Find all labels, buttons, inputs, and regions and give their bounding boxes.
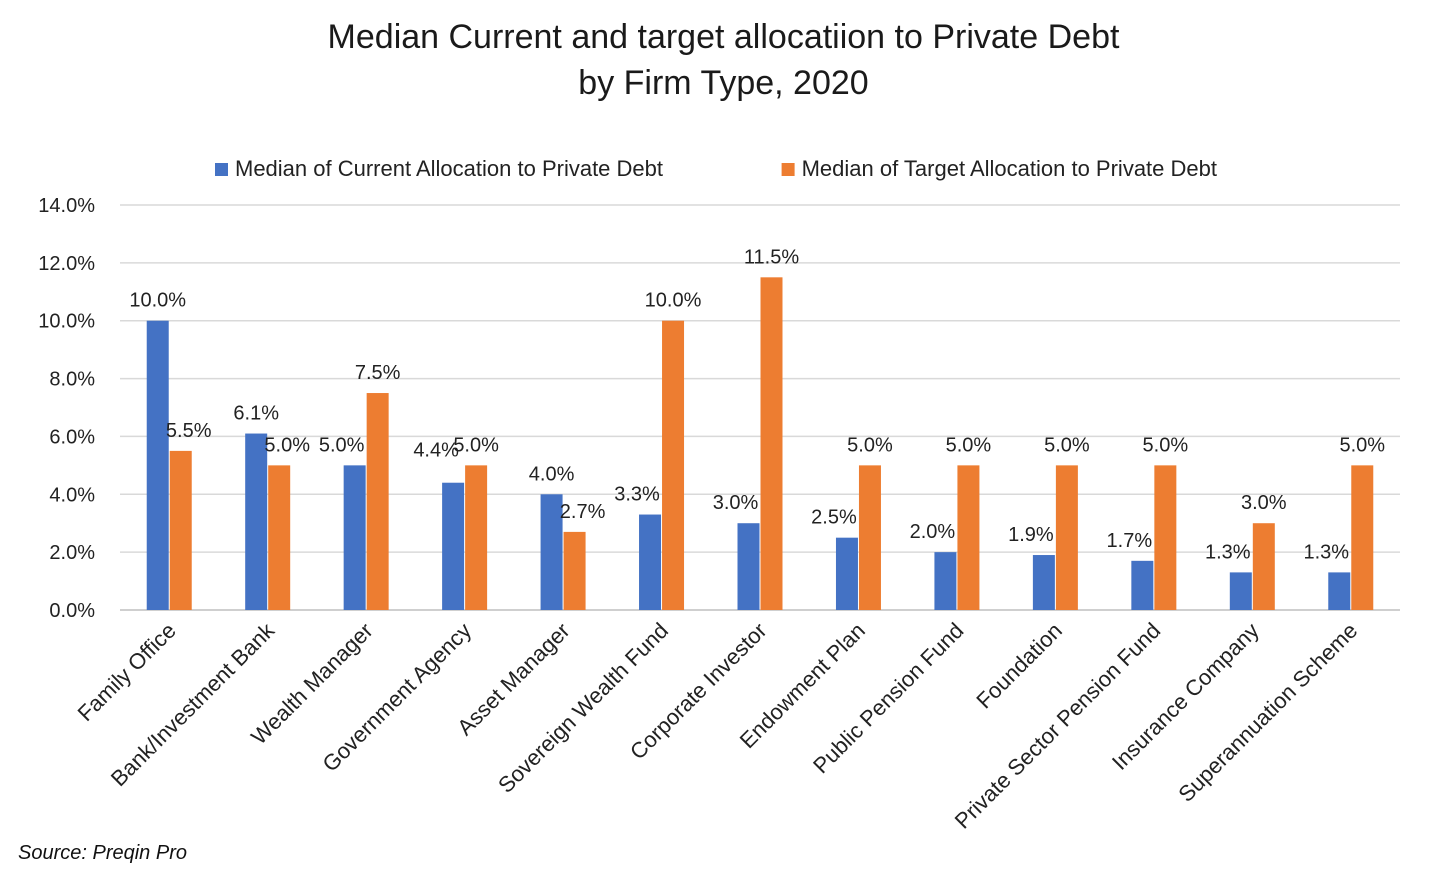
bar-current [343,465,366,610]
chart-title: Median Current and target allocatiion to… [0,14,1447,106]
bar-target [662,320,685,610]
data-label: 2.0% [910,521,956,543]
data-label: 4.4% [413,440,459,462]
data-label: 5.0% [1044,434,1090,456]
chart-title-line-2: by Firm Type, 2020 [578,64,869,102]
y-tick-label: 14.0% [38,195,95,217]
data-label: 5.5% [166,420,212,442]
y-tick-label: 8.0% [49,369,95,391]
data-label: 10.0% [645,290,702,312]
legend-swatch [781,163,795,176]
data-label: 3.3% [614,484,660,506]
data-label: 10.0% [129,290,186,312]
x-tick-label: Foundation [971,618,1067,714]
y-tick-label: 6.0% [49,426,95,448]
data-label: 5.0% [1339,434,1385,456]
data-label: 7.5% [355,362,401,384]
bar-current [1328,572,1351,610]
y-tick-label: 0.0% [49,600,95,622]
bar-current [540,494,563,610]
data-label: 5.0% [946,434,992,456]
data-label: 11.5% [744,246,799,268]
data-label: 5.0% [319,434,365,456]
bar-current [639,514,662,610]
source-note: Source: Preqin Pro [18,842,187,864]
bar-current [245,433,268,610]
y-tick-label: 10.0% [38,311,95,333]
data-label: 1.3% [1205,541,1251,563]
bar-target [1351,465,1374,610]
bar-target [1252,523,1275,610]
bar-target [760,277,783,610]
data-label: 4.0% [529,463,575,485]
data-label: 1.7% [1107,530,1153,552]
data-label: 2.7% [560,501,606,523]
data-label: 3.0% [1241,492,1287,514]
chart-title-line-1: Median Current and target allocatiion to… [327,18,1120,56]
bar-target [563,531,586,610]
bar-target [169,450,192,610]
data-label: 5.0% [1143,434,1189,456]
bar-target [465,465,488,610]
data-label: 2.5% [811,507,857,529]
y-tick-label: 2.0% [49,542,95,564]
data-label: 5.0% [847,434,893,456]
bar-current [442,482,465,610]
x-tick-label: Bank/Investment Bank [106,617,280,791]
data-label: 5.0% [264,434,310,456]
legend-label: Median of Current Allocation to Private … [235,156,663,181]
data-label: 5.0% [453,434,499,456]
bar-current [737,523,760,610]
bar-target [957,465,980,610]
x-tick-label: Family Office [73,618,181,726]
bar-current [835,537,858,610]
x-tick-label: Private Sector Pension Fund [950,618,1166,834]
bar-current [1229,572,1252,610]
x-tick-label: Superannuation Scheme [1173,618,1362,807]
legend-label: Median of Target Allocation to Private D… [802,156,1217,181]
data-label: 1.3% [1303,541,1349,563]
x-tick-label: Sovereign Wealth Fund [493,618,673,798]
legend-swatch [215,163,228,176]
bar-target [268,465,291,610]
data-label: 6.1% [233,403,279,425]
data-label: 1.9% [1008,524,1054,546]
bar-current [1032,555,1055,610]
y-tick-label: 12.0% [38,253,95,275]
bar-current [1131,560,1154,610]
bar-current [934,552,957,610]
bar-current [146,320,169,610]
bar-target [366,393,389,610]
bar-target [1055,465,1078,610]
data-label: 3.0% [713,492,759,514]
bar-target [1154,465,1177,610]
y-tick-label: 4.0% [49,484,95,506]
bar-target [858,465,881,610]
